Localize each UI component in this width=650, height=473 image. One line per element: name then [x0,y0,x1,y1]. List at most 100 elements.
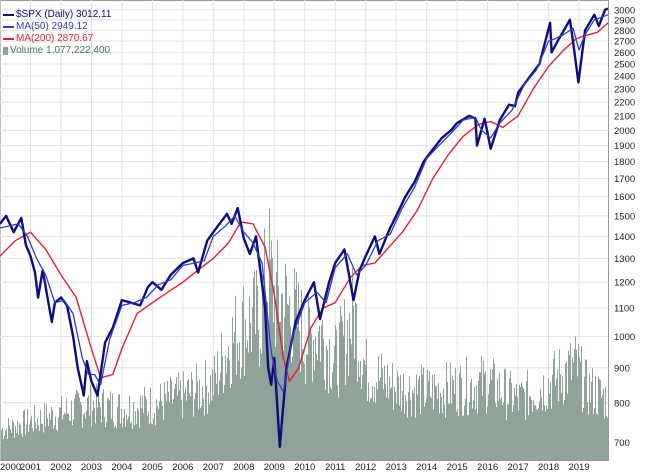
volume-bar [378,356,379,460]
volume-bar [524,392,525,460]
volume-bar [360,361,361,460]
volume-bar [508,404,509,460]
volume-bar [419,375,420,460]
volume-bar [534,405,535,460]
volume-bar [43,432,44,460]
volume-bar [249,296,250,460]
volume-bar [409,376,410,460]
volume-bar [209,404,210,460]
volume-bar [81,405,82,460]
volume-bar [416,374,417,460]
volume-bar [34,405,35,460]
y-tick-label: 2000 [614,126,635,137]
grid [0,0,608,460]
volume-bar [387,364,388,460]
volume-bar [171,380,172,460]
volume-bar [500,399,501,460]
volume-bar [354,358,355,460]
volume-bar [170,376,171,460]
volume-bar [59,406,60,460]
volume-bar [151,423,152,460]
legend: $SPX (Daily) 3012.11 MA(50) 2949.12 MA(2… [3,9,111,57]
volume-bar [53,428,54,460]
volume-bar [119,394,120,460]
volume-bar [278,285,279,460]
volume-bar [423,367,424,460]
volume-bar [125,426,126,460]
volume-bar [467,415,468,460]
volume-bar [12,419,13,460]
volume-bar [280,322,281,460]
volume-bar [160,383,161,460]
volume-bar [359,376,360,460]
volume-bar [186,400,187,460]
x-tick-label: 2003 [81,462,102,473]
volume-bar [92,411,93,460]
volume-bar [47,418,48,460]
volume-bar [22,437,23,460]
volume-bar [42,423,43,460]
volume-bar [452,375,453,460]
x-tick-label: 2013 [386,462,407,473]
volume-bar [539,401,540,460]
volume-bar [147,415,148,460]
volume-bar [273,322,274,460]
volume-bar [66,398,67,460]
volume-bar [225,355,226,460]
volume-bar [8,418,9,460]
volume-bar [518,410,519,460]
volume-bar [56,429,57,460]
volume-bar [241,367,242,460]
volume-bar [144,386,145,460]
volume-bar [432,374,433,460]
volume-bar [466,356,467,460]
volume-bar [245,319,246,460]
volume-bar [252,307,253,460]
volume-bar [94,407,95,460]
volume-bar [154,413,155,460]
volume-bar [441,396,442,460]
volume-bar [178,372,179,460]
volume-bar [51,406,52,460]
x-tick-label: 2006 [172,462,193,473]
volume-bar [598,376,599,460]
volume-bar [444,404,445,460]
volume-bar [502,405,503,460]
volume-bar [479,372,480,460]
volume-bar [226,373,227,460]
volume-bar [139,427,140,460]
volume-bar [563,404,564,460]
volume-bar [96,383,97,460]
volume-bar [427,369,428,460]
volume-bar [435,386,436,460]
volume-bar [567,393,568,460]
volume-bar [506,420,507,460]
volume-bar [69,420,70,460]
volume-bar [383,389,384,460]
volume-bar [488,394,489,460]
volume-bar [55,416,56,460]
volume-bar [180,380,181,460]
volume-bar [327,349,328,460]
volume-bar [448,403,449,460]
volume-bar [450,362,451,460]
volume-bar [315,336,316,460]
volume-bar [167,381,168,460]
volume-bar [77,390,78,460]
volume-bar [106,421,107,460]
volume-bar [71,400,72,460]
volume-bar [326,345,327,460]
volume-bar [165,393,166,460]
y-tick-label: 2800 [614,26,635,37]
volume-bar [415,417,416,460]
volume-bar [183,371,184,460]
volume-bar [521,382,522,460]
volume-bar [17,420,18,460]
volume-bar [234,332,235,460]
volume-bar [532,411,533,460]
volume-bar [123,417,124,460]
volume-bar [135,411,136,460]
volume-bar [552,374,553,460]
volume-bar [375,402,376,460]
volume-bar [107,397,108,460]
